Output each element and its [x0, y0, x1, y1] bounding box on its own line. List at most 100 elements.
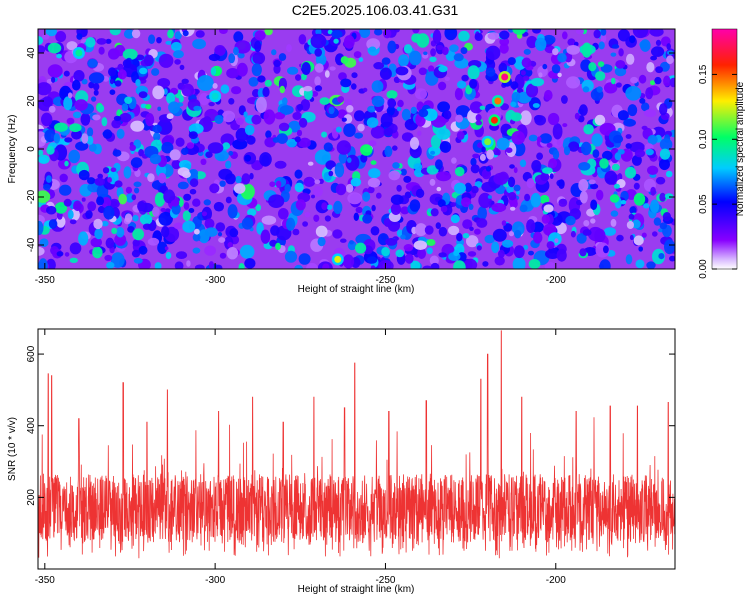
spectrogram-cell [426, 165, 439, 175]
spectrogram-cell [633, 182, 640, 190]
spectrogram-cell [214, 45, 226, 56]
spectrogram-cell [641, 125, 648, 130]
x-tick-label: -250 [375, 275, 395, 286]
spectrogram-cell [167, 29, 174, 39]
spectrogram-cell [182, 220, 196, 233]
spectrogram-cell [484, 234, 495, 244]
spectrogram-cell [130, 120, 145, 132]
spectrogram-cell [416, 33, 430, 48]
spectrogram-cell [625, 86, 642, 101]
spectrogram-cell [574, 112, 580, 120]
spectrogram-cell [38, 82, 52, 96]
spectrogram-cell [204, 245, 217, 256]
spectrogram-cell [327, 29, 333, 35]
spectrogram-cell [635, 259, 645, 269]
spectrogram-cell [451, 157, 457, 164]
spectrogram-cell [573, 41, 579, 47]
spectrogram-cell [307, 161, 314, 166]
spectrogram-cell [233, 46, 239, 56]
spectrogram-cell [583, 124, 594, 135]
spectrogram-cell [251, 63, 262, 77]
spectrogram-cell [81, 197, 86, 202]
spectrogram-cell [380, 113, 393, 128]
spectrogram-cell [228, 53, 236, 64]
spectrogram-cell [264, 29, 273, 36]
spectrogram-cell [650, 199, 660, 214]
spectrogram-cell [174, 261, 184, 269]
spectrogram-cell [298, 137, 311, 148]
spectrogram-cell [599, 158, 609, 169]
spectrogram-cell [464, 182, 472, 193]
spectrogram-cell [311, 194, 315, 199]
spectrogram-cell [538, 72, 543, 78]
spectrogram-cell [110, 252, 125, 268]
spectrogram-cell [51, 76, 56, 83]
spectrogram-cell [74, 99, 88, 111]
spectrogram-cell [542, 63, 548, 70]
spectrogram-cell [294, 182, 304, 193]
spectrogram-cell [526, 35, 538, 49]
spectrogram-cell [343, 123, 356, 137]
spectrogram-cell [44, 129, 56, 143]
spectrogram-cell [629, 206, 637, 215]
spectrogram-cell [337, 96, 345, 103]
spectrogram-cell [165, 251, 172, 260]
spectrogram-cell [313, 214, 320, 222]
spectrogram-cell [401, 108, 411, 121]
spectrogram-cell [659, 148, 671, 160]
spectrogram-cell [413, 240, 427, 250]
spectrogram-cell [338, 72, 347, 81]
spectrogram-cell [181, 147, 189, 155]
spectrogram-cell [87, 58, 98, 68]
spectrogram-cell [66, 117, 75, 125]
spectrogram-cell [340, 56, 349, 64]
spectrogram-cell [102, 167, 110, 174]
spectrogram-cell [609, 194, 620, 203]
spectrogram-cell [301, 62, 311, 75]
spectrogram-cell [287, 141, 297, 148]
spectrogram-cell [626, 221, 635, 229]
spectrogram-cell [88, 81, 95, 89]
spectrogram-cell [350, 177, 362, 187]
spectrogram-cell [92, 114, 101, 121]
spectrogram-cell [430, 48, 436, 57]
spectrogram-cell [462, 219, 473, 230]
spectrogram-cell [374, 29, 383, 36]
spectrogram-cell [276, 225, 292, 241]
spectrogram-cell [633, 192, 646, 206]
spectrogram-cell [173, 50, 184, 59]
spectrogram-cell [496, 137, 510, 150]
spectrogram-cell [508, 192, 517, 201]
spectrogram-cell [78, 169, 90, 181]
spectrogram-cell [476, 245, 482, 251]
spectrogram-cell [118, 193, 127, 205]
spectrogram-cell [579, 104, 588, 116]
spectrogram-cell [81, 78, 88, 85]
spectrogram-cell [397, 99, 404, 108]
spectrogram-cell [417, 130, 422, 137]
spectrogram-cell [247, 208, 257, 217]
spectrogram-cell [38, 149, 44, 156]
spectrogram-cell [340, 78, 352, 88]
spectrogram-cell [539, 133, 552, 144]
spectrogram-cell [450, 214, 460, 224]
spectrogram-cell [134, 187, 140, 194]
spectrogram-cell [298, 34, 307, 45]
spectrogram-cell [359, 29, 371, 38]
spectrogram-cell [181, 78, 189, 85]
colorbar: 0.00 0.05 0.10 0.15 Normalized spectral amp… [698, 28, 746, 279]
spectrogram-cell [366, 117, 379, 128]
spectrogram-cell [113, 115, 122, 122]
spectrogram-cell [570, 230, 576, 238]
spectrogram-cell [214, 115, 224, 124]
spectrogram-cell [218, 237, 226, 243]
spectrogram-cell [503, 223, 513, 232]
spectrogram-cell [524, 193, 531, 202]
spectrogram-cell [558, 198, 568, 207]
spectrogram-cell [319, 97, 330, 105]
spectrogram-cell [611, 44, 620, 49]
spectrogram-cell [131, 29, 141, 39]
spectrogram-cell [69, 219, 77, 225]
spectrogram-cell [631, 154, 642, 166]
